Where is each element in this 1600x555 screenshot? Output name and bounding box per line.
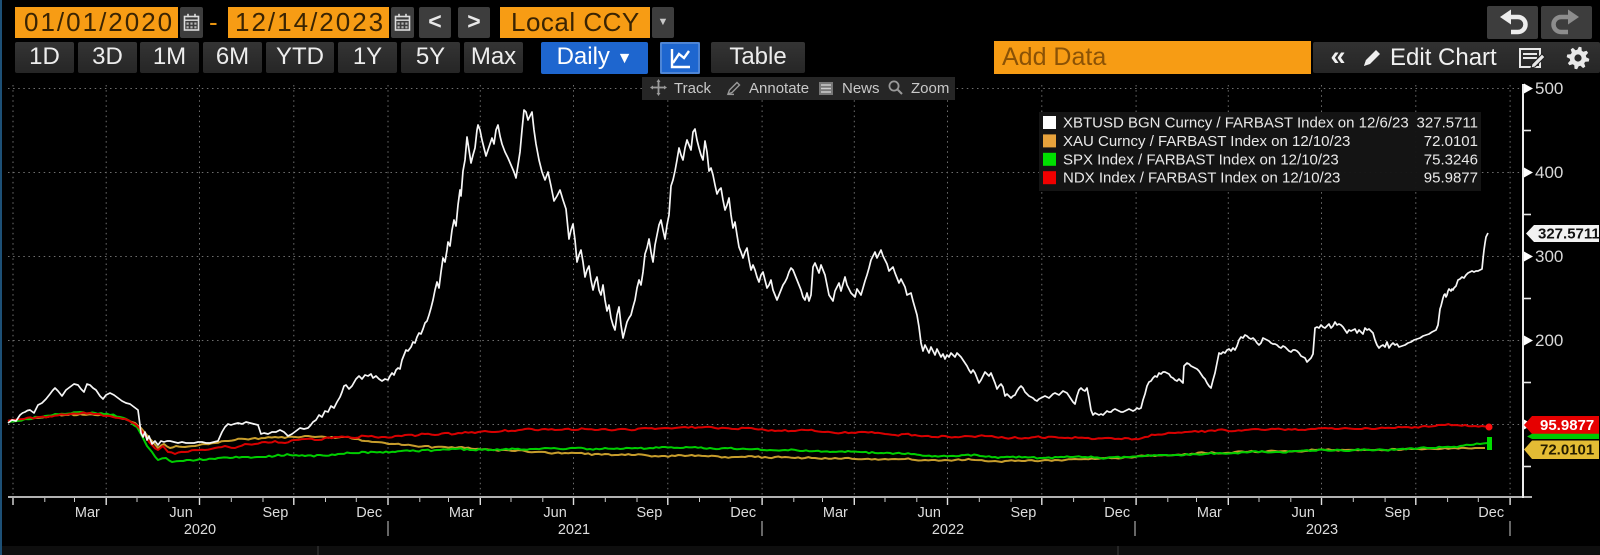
- svg-text:Mar: Mar: [1197, 505, 1222, 521]
- svg-text:Mar: Mar: [449, 505, 474, 521]
- svg-text:327.5711: 327.5711: [1417, 115, 1478, 132]
- svg-text:Sep: Sep: [1010, 505, 1036, 521]
- svg-text:Dec: Dec: [356, 505, 382, 521]
- svg-text:Jun: Jun: [169, 505, 192, 521]
- svg-text:Sep: Sep: [636, 505, 662, 521]
- svg-text:300: 300: [1535, 247, 1563, 266]
- svg-text:SPX Index / FARBAST Index on 1: SPX Index / FARBAST Index on 12/10/23: [1063, 151, 1339, 168]
- svg-text:XAU Curncy / FARBAST Index on: XAU Curncy / FARBAST Index on 12/10/23: [1063, 133, 1350, 150]
- svg-text:Mar: Mar: [75, 505, 100, 521]
- svg-text:400: 400: [1535, 163, 1563, 182]
- svg-text:2023: 2023: [1306, 522, 1338, 538]
- svg-text:75.3246: 75.3246: [1424, 151, 1478, 168]
- svg-text:Jun: Jun: [918, 505, 941, 521]
- svg-text:Mar: Mar: [823, 505, 848, 521]
- svg-text:200: 200: [1535, 331, 1563, 350]
- svg-text:XBTUSD BGN Curncy / FARBAST In: XBTUSD BGN Curncy / FARBAST Index on 12/…: [1063, 115, 1409, 132]
- svg-text:72.0101: 72.0101: [1540, 442, 1594, 459]
- svg-text:500: 500: [1535, 79, 1563, 98]
- svg-text:Dec: Dec: [730, 505, 756, 521]
- svg-text:95.9877: 95.9877: [1540, 417, 1594, 434]
- svg-text:2021: 2021: [558, 522, 590, 538]
- svg-text:Sep: Sep: [1384, 505, 1410, 521]
- svg-text:Jun: Jun: [543, 505, 566, 521]
- svg-text:327.5711: 327.5711: [1538, 226, 1600, 243]
- svg-text:2020: 2020: [184, 522, 216, 538]
- svg-text:Dec: Dec: [1104, 505, 1130, 521]
- svg-text:NDX Index / FARBAST Index on 1: NDX Index / FARBAST Index on 12/10/23: [1063, 170, 1340, 187]
- svg-text:95.9877: 95.9877: [1424, 170, 1478, 187]
- svg-text:Dec: Dec: [1478, 505, 1504, 521]
- svg-text:72.0101: 72.0101: [1424, 133, 1478, 150]
- svg-text:Jun: Jun: [1292, 505, 1315, 521]
- svg-text:Sep: Sep: [262, 505, 288, 521]
- svg-text:2022: 2022: [932, 522, 964, 538]
